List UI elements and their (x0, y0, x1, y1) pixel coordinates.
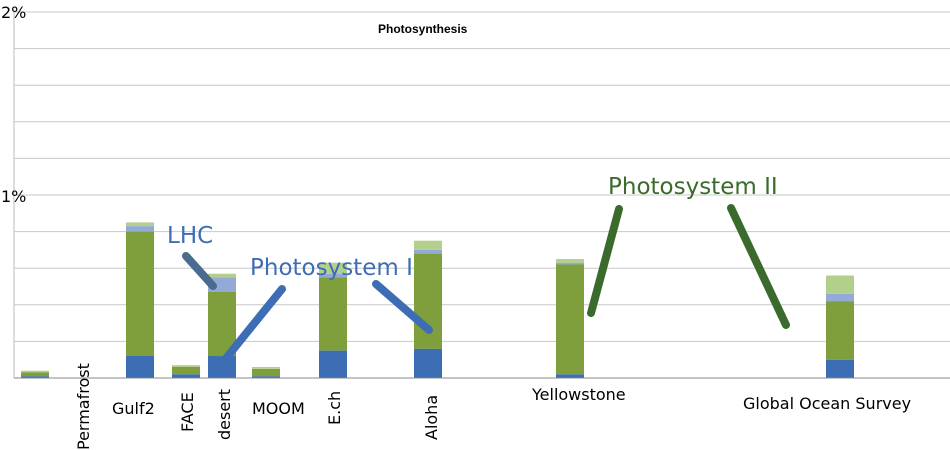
bar-segment-lhc (319, 273, 347, 278)
bar-segment-photosystem-ii (126, 231, 154, 356)
annotation-photosystem-ii: Photosystem II (608, 174, 778, 200)
bar-segment-lhc (826, 293, 854, 302)
category-label: desert (215, 389, 234, 440)
bar-segment-series-3 (21, 370, 49, 373)
bar-segment-series-3 (208, 273, 236, 278)
bars (21, 222, 854, 378)
gridlines (13, 11, 950, 378)
bar-segment-series-3 (172, 365, 200, 367)
bar-segment-photosystem-ii (252, 368, 280, 377)
bar-segment-series-3 (126, 222, 154, 227)
photosystem-ii-pointer-1 (587, 205, 623, 317)
annotation-lhc: LHC (167, 223, 213, 249)
bar-segment-photosystem-ii (21, 372, 49, 377)
bar-segment-photosystem-ii (414, 253, 442, 349)
category-label: MOOM (252, 399, 305, 418)
category-label: FACE (178, 392, 197, 432)
bar-segment-series-3 (826, 275, 854, 294)
photosystem-i-pointer-2 (372, 280, 433, 334)
bar-segment-series-3 (319, 262, 347, 274)
category-label: Gulf2 (112, 399, 155, 418)
bar-segment-photosystem-i (414, 348, 442, 378)
bar-segment-photosystem-ii (172, 367, 200, 375)
bar-segment-photosystem-i (826, 359, 854, 378)
annotations: LHC Photosystem I Photosystem II (167, 174, 790, 366)
photosystem-i-pointer-1 (219, 285, 286, 366)
annotation-photosystem-i: Photosystem I (250, 255, 413, 281)
bar-segment-photosystem-i (319, 350, 347, 378)
bar-segment-photosystem-i (556, 374, 584, 378)
category-labels: Permafrost Gulf2 FACE desert MOOM E.ch A… (74, 363, 911, 450)
bar-segment-lhc (414, 249, 442, 254)
bar-segment-series-3 (252, 367, 280, 369)
bar-segment-photosystem-i (126, 356, 154, 378)
bar-segment-photosystem-ii (556, 264, 584, 375)
category-label: Aloha (422, 395, 441, 440)
bar-segment-photosystem-ii (319, 277, 347, 351)
category-label: E.ch (325, 391, 344, 425)
category-label: Global Ocean Survey (743, 394, 911, 413)
bar-segment-photosystem-i (252, 376, 280, 378)
bar-segment-series-3 (414, 240, 442, 250)
chart-title: Photosynthesis (378, 22, 468, 36)
y-tick-label: 1% (1, 187, 26, 206)
lhc-pointer (182, 252, 217, 290)
bar-segment-lhc (126, 226, 154, 232)
category-label: Yellowstone (531, 385, 626, 404)
category-label: Permafrost (74, 363, 93, 450)
photosystem-ii-pointer-2 (727, 204, 790, 329)
bar-segment-series-3 (556, 259, 584, 263)
bar-segment-lhc (556, 262, 584, 265)
bar-segment-photosystem-i (172, 374, 200, 378)
y-tick-label: 2% (1, 3, 26, 22)
bar-segment-photosystem-i (208, 356, 236, 378)
bar-segment-photosystem-ii (826, 301, 854, 360)
bar-segment-photosystem-i (21, 376, 49, 378)
